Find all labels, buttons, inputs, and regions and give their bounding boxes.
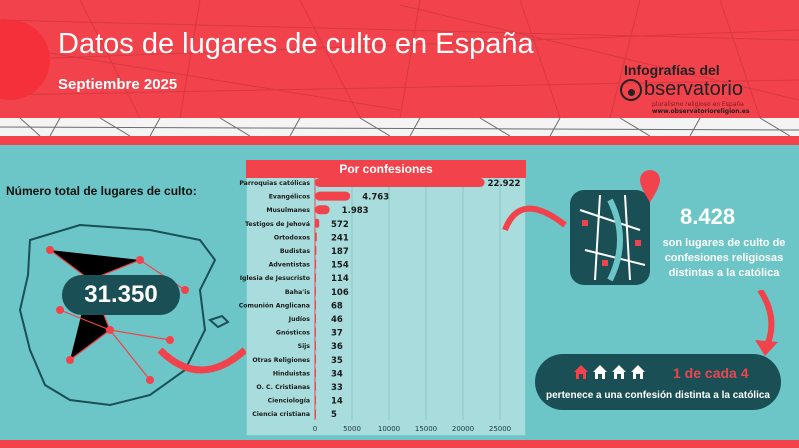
footer-band <box>0 440 799 448</box>
arrow-down-icon <box>755 290 778 356</box>
value-label: 46 <box>331 315 343 325</box>
bar <box>315 354 316 364</box>
house-icons <box>573 364 646 380</box>
logo-name: bservatorio <box>644 78 743 100</box>
value-label: 34 <box>331 369 343 379</box>
x-tick-label: 20000 <box>452 425 474 433</box>
bar <box>315 382 316 391</box>
category-label: Otras Religiones <box>252 357 310 364</box>
bar <box>315 409 316 419</box>
header-banner <box>0 0 799 118</box>
bar <box>315 327 316 337</box>
category-label: Iglesia de Jesucristo <box>240 275 310 282</box>
street-map-strip <box>0 118 799 136</box>
bar <box>315 273 316 283</box>
bar <box>315 218 320 228</box>
category-label: Budistas <box>280 248 310 255</box>
header-divider <box>0 136 799 145</box>
category-label: Ortodoxos <box>274 234 310 241</box>
bar <box>315 205 330 215</box>
logo-o-icon <box>620 78 642 101</box>
category-label: O. C. Cristianas <box>256 384 310 391</box>
bar <box>315 178 485 187</box>
category-label: Sijs <box>298 343 311 350</box>
value-label: 33 <box>331 383 343 393</box>
city-map-pin-icon <box>502 170 660 285</box>
chart-panel <box>246 160 526 436</box>
value-label: 37 <box>331 329 343 339</box>
category-label: Gnósticos <box>276 329 310 337</box>
bar <box>315 368 316 378</box>
category-label: Evangélicos <box>269 193 311 201</box>
bar <box>315 314 316 323</box>
value-label: 22.922 <box>488 179 521 189</box>
arrow-icon <box>157 347 248 374</box>
value-label: 4.763 <box>362 193 389 203</box>
house-icon <box>593 365 607 379</box>
bar <box>315 286 316 296</box>
category-label: Musulmanes <box>266 207 310 214</box>
decorative-circle <box>0 20 50 100</box>
house-filled-icon <box>574 365 588 379</box>
x-tick-label: 0 <box>313 425 317 433</box>
value-label: 68 <box>331 301 343 311</box>
non-catholic-value: 8.428 <box>680 204 736 229</box>
value-label: 154 <box>331 261 349 271</box>
category-label: Comunión Anglicana <box>239 301 310 309</box>
value-label: 114 <box>331 274 349 284</box>
value-label: 241 <box>331 233 349 243</box>
value-label: 35 <box>331 356 343 366</box>
bar <box>315 259 317 269</box>
page-title: Datos de lugares de culto en España <box>58 28 534 60</box>
bar <box>315 246 317 255</box>
category-label: Testigos de Jehová <box>245 220 310 228</box>
value-label: 14 <box>331 397 343 407</box>
x-tick-label: 5000 <box>343 425 361 433</box>
chart-title: Por confesiones <box>246 160 526 178</box>
ratio-headline: 1 de cada 4 <box>673 365 749 381</box>
value-label: 1.983 <box>342 206 369 216</box>
non-catholic-description: son lugares de culto de confesiones reli… <box>662 237 786 279</box>
street-map-background <box>0 0 799 118</box>
value-label: 106 <box>331 288 349 298</box>
logo-tagline: pluralismo religioso en España <box>652 101 744 108</box>
category-label: Parroquias católicas <box>239 179 310 187</box>
house-icon <box>612 365 626 379</box>
category-label: Hinduistas <box>273 370 310 377</box>
bar <box>315 191 351 201</box>
logo-url[interactable]: www.observatorioreligion.es <box>652 108 750 115</box>
house-icon <box>631 365 645 379</box>
page-subtitle: Septiembre 2025 <box>58 76 178 93</box>
bar <box>315 341 316 351</box>
category-label: Baha'is <box>285 289 310 296</box>
bar <box>315 232 317 242</box>
total-label: Número total de lugares de culto: <box>6 184 197 198</box>
total-value: 31.350 <box>62 275 180 315</box>
value-label: 5 <box>331 410 337 420</box>
category-label: Cienciología <box>268 397 310 405</box>
ratio-text: pertenece a una confesión distinta a la … <box>546 390 770 401</box>
observatorio-logo[interactable]: Infografías del bservatorio pluralismo r… <box>620 62 749 115</box>
value-label: 187 <box>331 247 349 257</box>
value-label: 572 <box>331 220 349 230</box>
value-label: 36 <box>331 342 343 352</box>
ratio-panel <box>535 354 781 410</box>
bar <box>315 300 316 310</box>
x-tick-label: 10000 <box>378 425 400 433</box>
logo-line1: Infografías del <box>624 62 720 78</box>
category-label: Judíos <box>288 315 311 323</box>
category-label: Adventistas <box>269 262 311 269</box>
bar <box>315 395 316 405</box>
x-tick-label: 15000 <box>415 425 437 433</box>
x-tick-label: 25000 <box>489 425 511 433</box>
category-label: Ciencia cristiana <box>252 411 310 418</box>
